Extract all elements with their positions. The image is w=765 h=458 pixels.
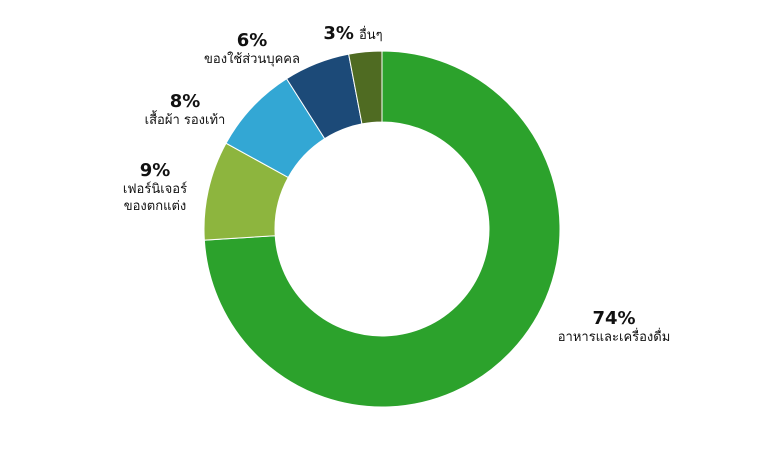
value-label: 74% <box>592 308 636 329</box>
category-label: เสื้อผ้า รองเท้า <box>144 113 226 128</box>
slice-label: 74% อาหารและเครื่องดื่ม <box>558 309 671 346</box>
value-label: 8% <box>169 91 201 112</box>
value-label: 9% <box>139 160 171 181</box>
slice-label: 6% ของใช้ส่วนบุคคล <box>204 31 300 68</box>
slice-label: 9% เฟอร์นิเจอร์ ของตกแต่ง <box>123 161 187 215</box>
slice-label: 3% อื่นๆ <box>323 24 382 44</box>
category-label: อื่นๆ <box>358 28 383 43</box>
donut-slice <box>203 50 561 408</box>
category-label: เฟอร์นิเจอร์ ของตกแต่ง <box>122 182 188 214</box>
slice-label: 8% เสื้อผ้า รองเท้า <box>145 92 226 129</box>
category-label: ของใช้ส่วนบุคคล <box>204 52 300 67</box>
value-label: 3% <box>323 23 354 44</box>
category-label: อาหารและเครื่องดื่ม <box>557 330 671 345</box>
value-label: 6% <box>236 30 268 51</box>
donut-slice <box>348 50 383 125</box>
